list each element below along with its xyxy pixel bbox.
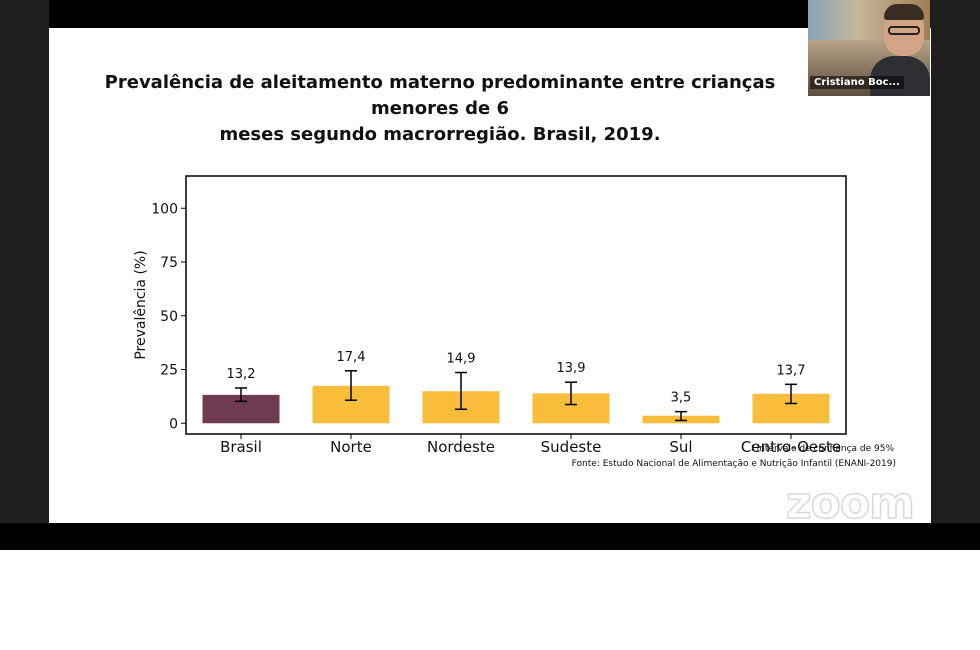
confidence-interval-text: Intervalo de confiança de 95% bbox=[756, 444, 894, 454]
screen-bottom-bar bbox=[0, 523, 980, 550]
y-tick-label: 100 bbox=[151, 201, 178, 217]
x-tick-label: Sudeste bbox=[541, 438, 602, 456]
x-tick-label: Nordeste bbox=[427, 438, 495, 456]
zoom-logo-watermark: zoom bbox=[785, 477, 915, 530]
data-label: 13,2 bbox=[227, 367, 256, 382]
x-tick-label: Norte bbox=[330, 438, 372, 456]
screen-top-bar bbox=[49, 0, 809, 28]
participant-name-label: Cristiano Boc... bbox=[810, 76, 904, 89]
y-axis-label: Prevalência (%) bbox=[133, 250, 149, 359]
participant-glasses bbox=[888, 26, 920, 35]
participant-hair bbox=[884, 4, 924, 20]
y-tick-label: 75 bbox=[160, 255, 178, 271]
chart-title: Prevalência de aleitamento materno predo… bbox=[60, 70, 820, 148]
chart-title-line-2: meses segundo macrorregião. Brasil, 2019… bbox=[219, 124, 661, 145]
x-tick-label: Centro-Oeste bbox=[741, 438, 841, 456]
source-note: Fonte: Estudo Nacional de Alimentação e … bbox=[571, 459, 896, 469]
data-label: 3,5 bbox=[671, 391, 692, 406]
plot-frame bbox=[185, 175, 847, 435]
data-label: 14,9 bbox=[447, 352, 476, 367]
y-tick-label: 0 bbox=[169, 416, 178, 432]
chart-title-line-1: Prevalência de aleitamento materno predo… bbox=[104, 72, 776, 119]
data-label: 13,9 bbox=[557, 361, 586, 376]
x-tick-label: Brasil bbox=[220, 438, 262, 456]
y-tick-label: 50 bbox=[160, 309, 178, 325]
confidence-interval-note: Ι Intervalo de confiança de 95% bbox=[751, 444, 894, 454]
presentation-slide bbox=[49, 28, 931, 523]
participant-video-tile[interactable]: Cristiano Boc... bbox=[808, 0, 930, 96]
bar-chart: 0 25 50 75 100 Prevalência (%) 13,2 Brasil 17,4 N… bbox=[133, 175, 847, 456]
data-label: 17,4 bbox=[337, 350, 366, 365]
error-bar-icon: Ι bbox=[751, 444, 754, 454]
data-label: 13,7 bbox=[777, 363, 806, 378]
x-tick-label: Sul bbox=[669, 438, 692, 456]
y-tick-label: 25 bbox=[160, 363, 178, 379]
